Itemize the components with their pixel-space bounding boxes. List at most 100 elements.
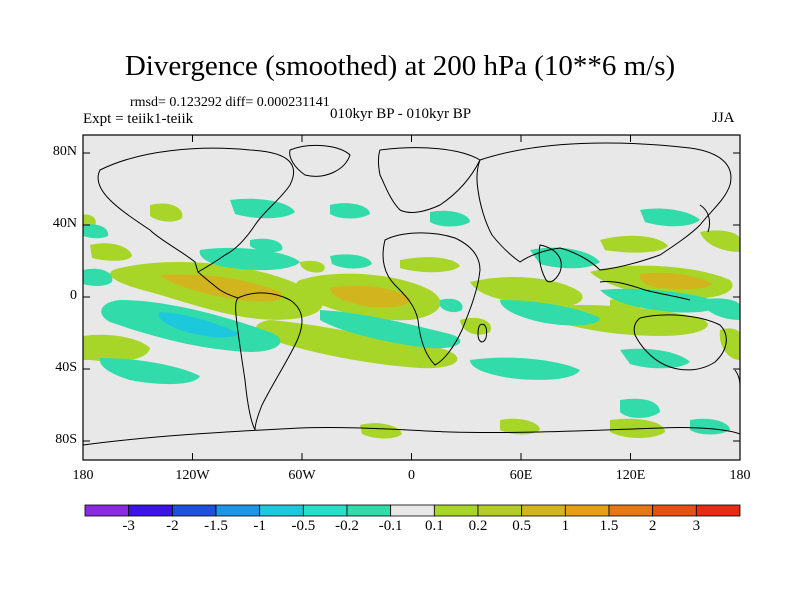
colorbar-label: -2: [166, 518, 179, 534]
stats-line: rmsd= 0.123292 diff= 0.000231141: [130, 95, 330, 110]
europe-outline: [378, 147, 481, 213]
x-tick-label: 180: [72, 468, 94, 483]
positive-field: [255, 320, 458, 369]
x-tick-label: 180: [729, 468, 751, 483]
colorbar-swatch: [346, 504, 392, 517]
indonesia-outline: [599, 281, 691, 301]
asia-outline: [476, 142, 732, 271]
positive-field: [400, 257, 460, 273]
colorbar-swatch: [259, 504, 304, 517]
central-america-outline: [197, 271, 239, 299]
south-america-outline: [235, 292, 303, 431]
x-tick-label: 60W: [288, 468, 316, 483]
colorbar-swatch: [564, 504, 610, 517]
y-axis-ticks: [83, 152, 740, 442]
x-tick-label: 0: [408, 468, 415, 483]
negative-field: [330, 203, 370, 219]
negative-field: [440, 298, 463, 313]
colorbar-label: -0.2: [335, 518, 359, 534]
season-label: JJA: [712, 110, 735, 126]
colorbar-label: 1.5: [599, 518, 619, 534]
experiment-label: Expt = teiik1-teiik: [83, 111, 194, 127]
australia-outline: [633, 314, 727, 371]
negative-field: [83, 224, 109, 239]
colorbar-label: -1: [253, 518, 266, 534]
divergence-contours: [83, 198, 740, 439]
madagascar-outline: [477, 323, 488, 343]
x-tick-label: 120W: [175, 468, 210, 483]
colorbar-swatch: [608, 504, 654, 517]
colorbar-label: -0.1: [378, 518, 403, 534]
y-tick-label: 80N: [52, 144, 77, 159]
colorbar-swatch: [477, 504, 523, 517]
negative-field: [700, 298, 740, 320]
colorbar-swatch: [302, 504, 348, 517]
colorbar-label: -1.5: [204, 518, 228, 534]
colorbar-swatch: [390, 504, 435, 517]
africa-outline: [382, 232, 481, 366]
coastlines: [83, 142, 740, 446]
positive-field: [460, 317, 491, 335]
y-tick-label: 80S: [55, 432, 77, 447]
negative-field: [600, 288, 721, 313]
negative-field: [620, 398, 660, 418]
colorbar-label: -3: [122, 518, 135, 534]
negative-field: [99, 358, 200, 385]
positive-field: [500, 418, 540, 435]
negative-field: [620, 348, 690, 369]
y-tick-label: 40S: [55, 360, 77, 375]
positive-field: [150, 203, 183, 222]
colorbar-swatch: [128, 504, 173, 517]
negative-field: [83, 268, 113, 286]
negative-field: [530, 247, 600, 269]
positive-field: [330, 285, 411, 308]
negative-field: [470, 357, 580, 380]
colorbar-label: 0.1: [424, 518, 444, 534]
positive-field: [300, 260, 325, 273]
y-tick-label: 0: [70, 288, 77, 303]
negative-field: [330, 254, 372, 269]
y-tick-label: 40N: [52, 216, 77, 231]
plot-title: Divergence (smoothed) at 200 hPa (10**6 …: [124, 50, 676, 82]
positive-field: [160, 274, 283, 302]
negative-field: [320, 310, 461, 349]
colorbar-label: 1: [561, 518, 570, 534]
north-america-outline: [97, 147, 295, 273]
period-label: 010kyr BP - 010kyr BP: [330, 106, 472, 122]
negative-field: [158, 312, 240, 338]
positive-field: [83, 334, 150, 362]
positive-field: [600, 235, 668, 253]
india-outline: [538, 244, 562, 283]
antarctica-outline: [83, 426, 740, 446]
colorbar-swatch: [84, 504, 130, 517]
positive-field: [470, 277, 583, 308]
colorbar-swatch: [215, 504, 261, 517]
positive-field: [360, 423, 402, 439]
colorbar-swatch: [171, 504, 217, 517]
colorbar-label: 0.5: [512, 518, 532, 534]
x-tick-label: 60E: [509, 468, 533, 483]
colorbar-label: 3: [692, 518, 701, 534]
negative-field: [500, 300, 600, 326]
x-axis-ticks: [82, 135, 741, 460]
positive-field: [719, 328, 740, 360]
colorbar: [84, 504, 741, 517]
negative-field: [199, 247, 300, 271]
negative-field: [250, 238, 283, 253]
colorbar-label: 2: [648, 518, 657, 534]
greenland-outline: [289, 145, 351, 177]
positive-field: [90, 243, 132, 261]
colorbar-swatch: [652, 504, 697, 517]
colorbar-swatch: [521, 504, 566, 517]
colorbar-label: 0.2: [468, 518, 488, 534]
negative-field: [230, 198, 295, 219]
colorbar-swatch: [433, 504, 479, 517]
negative-field: [640, 208, 700, 227]
colorbar-swatch: [695, 504, 741, 517]
colorbar-label: -0.5: [291, 518, 316, 534]
positive-field: [639, 272, 712, 290]
positive-field: [700, 230, 740, 252]
x-tick-label: 120E: [615, 468, 646, 483]
negative-field: [430, 210, 470, 227]
